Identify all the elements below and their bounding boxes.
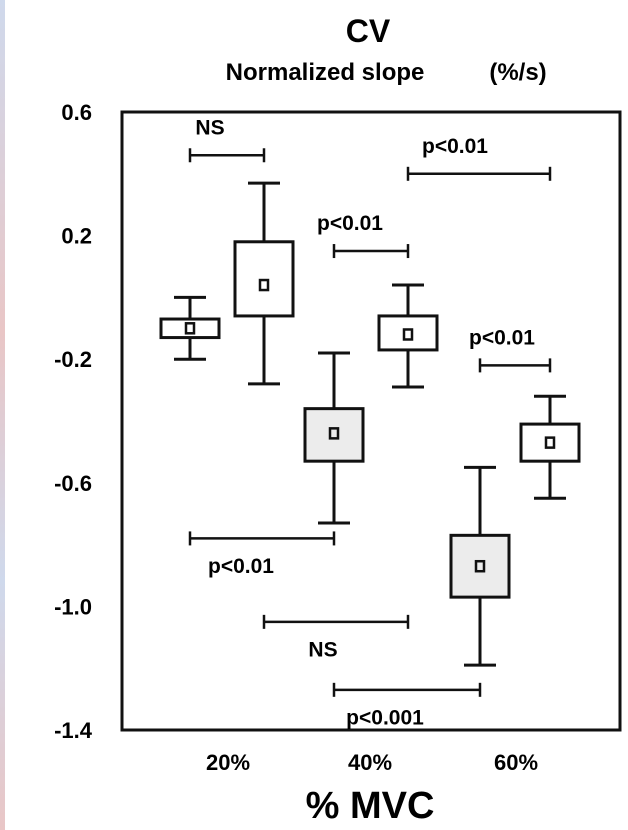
x-axis-label: % MVC <box>306 785 435 827</box>
significance-bracket: p<0.01 <box>406 135 552 181</box>
significance-label: p<0.001 <box>346 707 424 730</box>
significance-label: NS <box>195 116 224 139</box>
y-tick-label: -0.2 <box>54 347 92 372</box>
box-whisker <box>519 394 581 500</box>
box-series <box>159 181 581 667</box>
significance-bracket: p<0.001 <box>332 682 482 730</box>
median-marker <box>258 278 270 292</box>
chart-title: CV <box>346 13 391 49</box>
significance-label: p<0.01 <box>317 212 383 235</box>
significance-annotations: NS p<0.01 p<0.01 p<0.01 p<0.01 NS p<0.001 <box>188 116 552 730</box>
y-axis-ticks: 0.6 0.2 -0.2 -0.6 -1.0 -1.4 <box>54 100 93 743</box>
box-whisker <box>303 351 365 525</box>
chart-subtitle: Normalized slope <box>226 59 425 86</box>
box-whisker <box>159 295 221 361</box>
significance-bracket: p<0.01 <box>469 327 552 373</box>
left-edge-strip <box>0 0 5 830</box>
median-marker <box>328 427 340 440</box>
significance-label: p<0.01 <box>208 555 274 578</box>
median-marker <box>184 322 196 335</box>
significance-bracket: NS <box>262 614 410 662</box>
y-tick-label: 0.2 <box>61 224 92 249</box>
box-whisker <box>377 283 439 389</box>
y-tick-label: -1.0 <box>54 594 92 619</box>
chart-units: (%/s) <box>489 59 546 86</box>
significance-label: p<0.01 <box>422 135 488 158</box>
y-tick-label: 0.6 <box>61 100 92 125</box>
box-whisker <box>449 465 511 667</box>
x-tick-label: 60% <box>494 750 538 775</box>
box-whisker <box>233 181 295 386</box>
median-marker <box>402 328 414 341</box>
significance-bracket: p<0.01 <box>188 531 336 578</box>
x-tick-label: 20% <box>206 750 250 775</box>
y-tick-label: -0.6 <box>54 471 92 496</box>
box-iqr <box>377 314 439 352</box>
median-marker <box>474 559 486 573</box>
significance-label: NS <box>308 639 337 662</box>
x-axis-ticks: 20% 40% 60% <box>206 750 538 775</box>
x-tick-label: 40% <box>348 750 392 775</box>
y-tick-label: -1.4 <box>54 718 93 743</box>
significance-bracket: p<0.01 <box>317 212 410 259</box>
significance-label: p<0.01 <box>469 327 535 350</box>
median-marker <box>544 436 556 449</box>
plot-frame <box>120 110 622 732</box>
significance-bracket: NS <box>188 116 266 163</box>
